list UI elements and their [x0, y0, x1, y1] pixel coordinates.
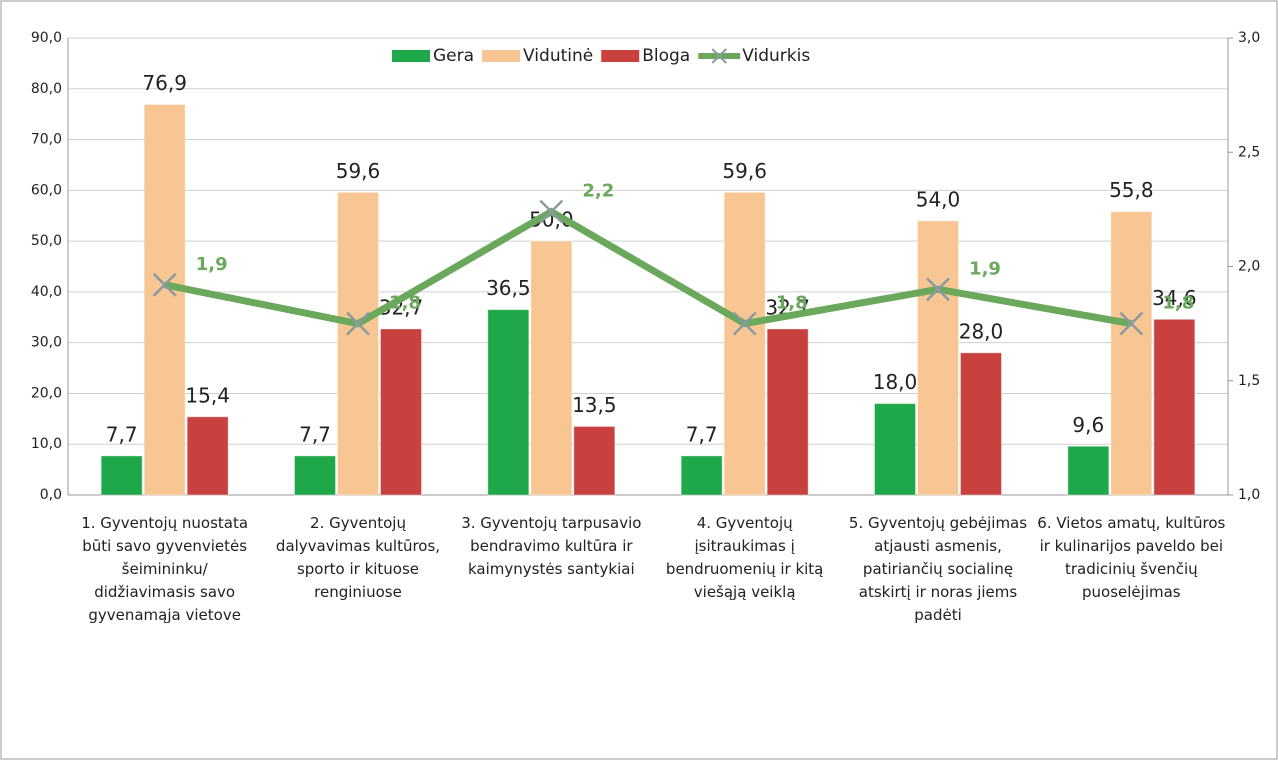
y-tick-label: 80,0 — [31, 81, 62, 97]
line-marker — [1119, 311, 1144, 336]
line-label: 2,2 — [582, 181, 614, 202]
data-label: 76,9 — [142, 71, 187, 95]
y-tick-label: 50,0 — [31, 233, 62, 249]
line — [163, 207, 1132, 328]
legend-swatch — [601, 50, 640, 62]
legend-label: Vidurkis — [742, 46, 810, 66]
y-tick-label: 10,0 — [31, 436, 62, 452]
y2-tick-label: 1,0 — [1238, 487, 1260, 503]
x-tick-label: 2. Gyventojų dalyvavimas kultūros, sport… — [275, 514, 441, 601]
line-marker — [732, 311, 757, 336]
data-label: 18,0 — [873, 370, 918, 394]
legend-label: Bloga — [642, 46, 690, 66]
y2-tick-label: 2,0 — [1238, 259, 1260, 275]
bar — [380, 328, 422, 496]
x-tick-label: 1. Gyventojų nuostata būti savo gyvenvie… — [81, 514, 249, 624]
y-tick-label: 40,0 — [31, 284, 62, 300]
x-tick-label: 6. Vietos amatų, kultūros ir kulinarijos… — [1037, 514, 1226, 601]
line-marker — [926, 277, 950, 302]
y2-tick-label: 1,5 — [1238, 373, 1260, 389]
line-label: 1,8 — [1162, 293, 1194, 314]
bar — [917, 220, 959, 496]
bar — [530, 240, 573, 496]
x-tick-label: 4. Gyventojų įsitraukimas į bendruomenių… — [665, 514, 824, 601]
y-tick-label: 0,0 — [40, 487, 62, 503]
legend-swatch — [482, 50, 521, 62]
y-tick-label: 30,0 — [31, 335, 62, 351]
line-marker — [152, 272, 177, 297]
legend-swatch — [392, 50, 430, 62]
data-label: 7,7 — [299, 422, 331, 446]
bar — [960, 352, 1002, 496]
y-tick-label: 90,0 — [31, 30, 62, 46]
line-label: 1,8 — [776, 293, 808, 314]
line-marker — [539, 199, 564, 224]
bar — [680, 455, 723, 496]
bar — [1153, 318, 1196, 496]
bar — [186, 416, 229, 496]
y2-tick-label: 3,0 — [1238, 30, 1260, 46]
line-label: 1,9 — [969, 258, 1001, 279]
bar — [1110, 211, 1153, 496]
data-label: 9,6 — [1072, 413, 1104, 437]
x-tick-label: 5. Gyventojų gebėjimas atjausti asmenis,… — [848, 514, 1028, 624]
data-label: 13,5 — [572, 393, 617, 417]
bar — [1067, 445, 1110, 496]
bar — [874, 403, 916, 496]
bar — [143, 104, 186, 496]
line-label: 1,9 — [196, 254, 228, 275]
bar — [573, 425, 616, 496]
legend-label: Gera — [433, 46, 474, 66]
y-tick-label: 70,0 — [31, 132, 62, 148]
data-label: 7,7 — [106, 422, 138, 446]
y-tick-label: 20,0 — [31, 385, 62, 401]
line-label: 1,8 — [389, 293, 421, 314]
bar — [337, 191, 379, 496]
data-label: 59,6 — [336, 159, 381, 183]
x-tick-label: 3. Gyventojų tarpusavio bendravimo kultū… — [461, 514, 642, 578]
bar — [294, 455, 336, 496]
line-marker — [346, 311, 370, 336]
data-label: 55,8 — [1109, 178, 1154, 202]
legend-marker — [711, 48, 727, 64]
data-label: 7,7 — [686, 422, 718, 446]
data-label: 59,6 — [722, 159, 767, 183]
bar — [100, 455, 143, 496]
data-label: 36,5 — [486, 276, 531, 300]
data-label: 34,6 — [1152, 286, 1197, 310]
legend-label: Vidutinė — [523, 46, 593, 66]
data-label: 15,4 — [185, 383, 230, 407]
y-tick-label: 60,0 — [31, 182, 62, 198]
data-label: 54,0 — [916, 187, 961, 211]
bar — [487, 309, 530, 496]
bar — [723, 191, 766, 496]
data-label: 28,0 — [959, 319, 1004, 343]
bar — [766, 328, 809, 496]
y2-tick-label: 2,5 — [1238, 144, 1260, 160]
